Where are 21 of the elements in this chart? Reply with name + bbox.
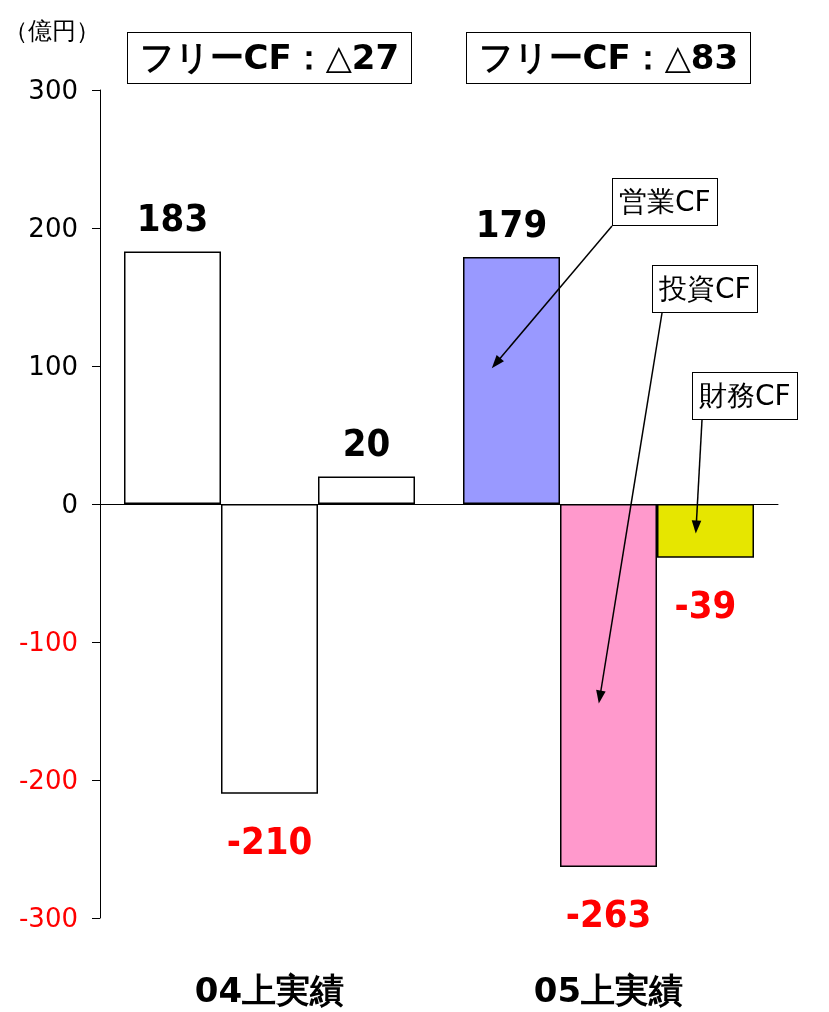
data-label: 183	[136, 196, 209, 241]
y-tick-label: 100	[28, 351, 78, 381]
data-label: -39	[674, 582, 737, 627]
x-tick-label: 04上実績	[194, 970, 345, 1010]
x-tick-label: 05上実績	[533, 970, 684, 1010]
y-tick-label: -300	[18, 903, 78, 933]
text: フリーCF：△27	[126, 32, 413, 84]
text: 営業CF	[612, 178, 718, 226]
text: 財務CF	[692, 372, 798, 420]
data-label: 179	[475, 201, 548, 246]
y-tick-label: 300	[28, 75, 78, 105]
y-tick-label: -200	[18, 765, 78, 795]
data-label: -263	[565, 891, 652, 936]
text: 投資CF	[652, 265, 758, 313]
y-tick-label: 0	[61, 489, 78, 519]
y-tick-label: -100	[18, 627, 78, 657]
y-axis-title: （億円）	[4, 16, 100, 44]
data-label: -210	[226, 818, 313, 863]
text: フリーCF：△83	[465, 32, 752, 84]
data-label: 20	[342, 421, 391, 466]
y-tick-label: 200	[28, 213, 78, 243]
